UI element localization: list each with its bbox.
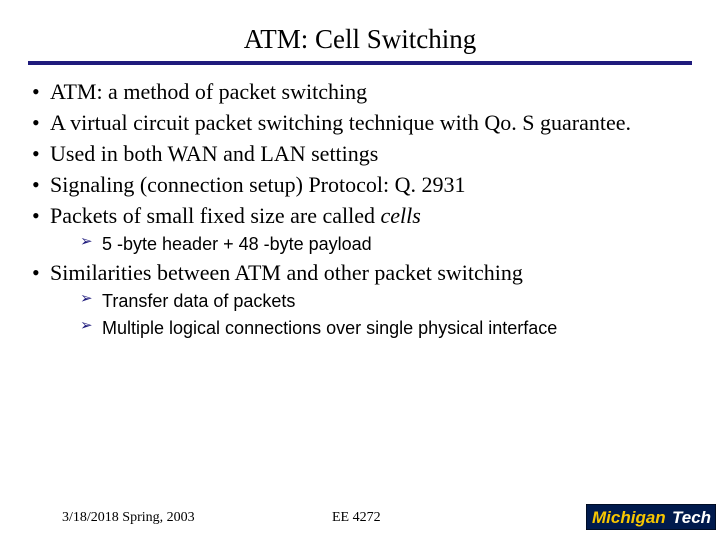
michigan-tech-logo: Michigan Tech <box>586 504 716 530</box>
sub-bullet-item: 5 -byte header + 48 -byte payload <box>80 232 692 256</box>
bullet-text: Packets of small fixed size are called <box>50 203 380 228</box>
sub-bullet-item: Transfer data of packets <box>80 289 692 313</box>
bullet-item: Used in both WAN and LAN settings <box>28 139 692 168</box>
sub-bullet-list: 5 -byte header + 48 -byte payload <box>50 232 692 256</box>
bullet-item: ATM: a method of packet switching <box>28 77 692 106</box>
bullet-text-italic: cells <box>380 203 420 228</box>
footer-course: EE 4272 <box>332 510 381 526</box>
logo-svg: Michigan Tech <box>586 504 716 530</box>
title-underline <box>28 61 692 65</box>
sub-bullet-list: Transfer data of packets Multiple logica… <box>50 289 692 340</box>
bullet-item: Signaling (connection setup) Protocol: Q… <box>28 170 692 199</box>
sub-bullet-item: Multiple logical connections over single… <box>80 316 692 340</box>
logo-text-tech: Tech <box>672 508 711 527</box>
bullet-item: Similarities between ATM and other packe… <box>28 258 692 340</box>
slide: ATM: Cell Switching ATM: a method of pac… <box>0 0 720 540</box>
bullet-item: Packets of small fixed size are called c… <box>28 201 692 256</box>
slide-content: ATM: a method of packet switching A virt… <box>28 77 692 340</box>
logo-text-michigan: Michigan <box>592 508 666 527</box>
footer-date: 3/18/2018 Spring, 2003 <box>62 510 195 526</box>
bullet-list: ATM: a method of packet switching A virt… <box>28 77 692 340</box>
bullet-text: Similarities between ATM and other packe… <box>50 260 523 285</box>
slide-title: ATM: Cell Switching <box>28 24 692 55</box>
bullet-item: A virtual circuit packet switching techn… <box>28 108 692 137</box>
